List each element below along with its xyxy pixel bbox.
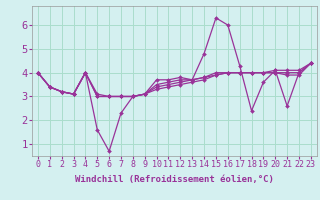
X-axis label: Windchill (Refroidissement éolien,°C): Windchill (Refroidissement éolien,°C) <box>75 175 274 184</box>
